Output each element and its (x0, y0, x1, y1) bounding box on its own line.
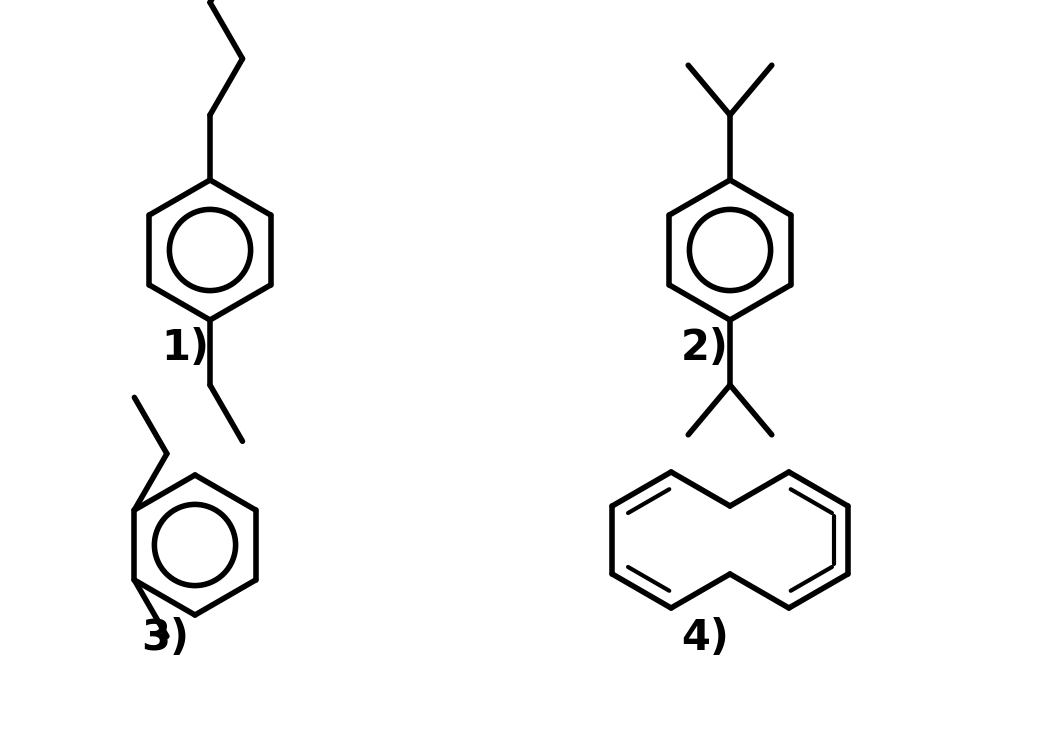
Text: 4): 4) (681, 617, 729, 659)
Text: 2): 2) (681, 327, 729, 369)
Text: 3): 3) (141, 617, 189, 659)
Text: 1): 1) (161, 327, 209, 369)
